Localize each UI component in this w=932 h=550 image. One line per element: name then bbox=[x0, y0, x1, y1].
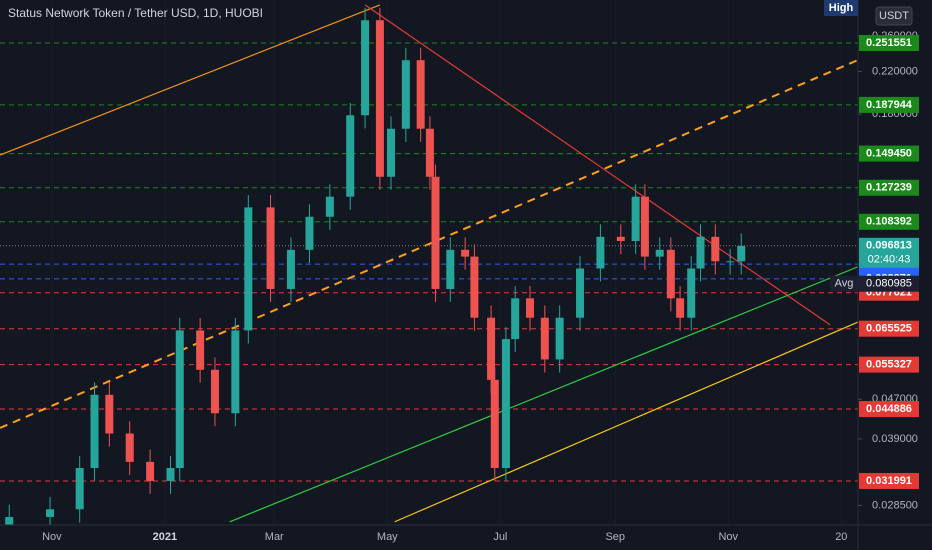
x-tick-label: May bbox=[377, 531, 398, 543]
level-badge bbox=[859, 401, 919, 418]
candle-body bbox=[446, 249, 455, 289]
y-tick-label: 0.039000 bbox=[872, 433, 918, 445]
candle-body bbox=[46, 509, 55, 517]
candle-body bbox=[75, 468, 84, 510]
last-price-label: 0.096813 bbox=[866, 240, 912, 252]
axes: 0.2600000.2200000.1800000.0470000.039000… bbox=[42, 30, 919, 543]
candle-body bbox=[346, 115, 355, 197]
level-badge bbox=[859, 356, 919, 373]
candle-body bbox=[325, 196, 334, 217]
candle-body bbox=[231, 330, 240, 414]
level-label: 0.055327 bbox=[866, 359, 912, 371]
candle-body bbox=[676, 298, 685, 318]
candle-body bbox=[166, 468, 175, 481]
candle-body bbox=[461, 249, 470, 257]
level-label: 0.149450 bbox=[866, 147, 912, 159]
candle-body bbox=[196, 330, 205, 370]
candle-body bbox=[596, 236, 605, 269]
level-label: 0.251551 bbox=[866, 37, 912, 49]
x-tick-label: Sep bbox=[605, 531, 625, 543]
high-badge bbox=[824, 0, 858, 16]
level-label: 0.127239 bbox=[866, 182, 912, 194]
candle-body bbox=[266, 207, 275, 289]
candle-body bbox=[175, 330, 184, 469]
candle-body bbox=[540, 317, 549, 360]
last-price-badge bbox=[859, 237, 919, 268]
chart-title: Status Network Token / Tether USD, 1D, H… bbox=[8, 6, 263, 20]
x-tick-label: 2021 bbox=[153, 531, 177, 543]
countdown: 02:40:43 bbox=[868, 254, 911, 266]
y-tick-label: 0.220000 bbox=[872, 65, 918, 77]
candle-body bbox=[737, 245, 746, 262]
candle-body bbox=[640, 196, 649, 257]
level-badge bbox=[859, 320, 919, 337]
level-badge bbox=[859, 472, 919, 489]
candle-body bbox=[616, 236, 625, 242]
candle-body bbox=[470, 256, 479, 318]
x-tick-label: Nov bbox=[718, 531, 738, 543]
candle-body bbox=[375, 20, 384, 177]
plot-area bbox=[0, 4, 858, 525]
candle-body bbox=[501, 339, 510, 469]
x-tick-label: Jul bbox=[493, 531, 507, 543]
currency-label[interactable]: USDT bbox=[879, 10, 909, 22]
avg-name-badge bbox=[830, 275, 858, 292]
x-tick-label: Mar bbox=[265, 531, 284, 543]
level-badge bbox=[859, 96, 919, 113]
candle-body bbox=[244, 207, 253, 331]
candle-body bbox=[105, 394, 114, 434]
level-label: 0.044886 bbox=[866, 403, 912, 415]
candle-body bbox=[687, 268, 696, 318]
candle-body bbox=[387, 128, 396, 177]
candle-body bbox=[696, 236, 705, 269]
level-label: 0.065525 bbox=[866, 323, 912, 335]
y-tick-label: 0.028500 bbox=[872, 499, 918, 511]
candle-body bbox=[425, 128, 434, 177]
trend-line bbox=[0, 4, 381, 156]
candle-body bbox=[361, 20, 370, 116]
candle-body bbox=[487, 317, 496, 380]
trend-line bbox=[364, 4, 831, 326]
avg-name: Avg bbox=[835, 278, 854, 290]
level-badge bbox=[859, 213, 919, 230]
candle-body bbox=[726, 261, 735, 263]
candle-body bbox=[305, 216, 314, 250]
currency-button[interactable] bbox=[875, 6, 913, 26]
candle-body bbox=[525, 298, 534, 318]
candle-body bbox=[711, 236, 720, 262]
level-badge bbox=[859, 145, 919, 162]
level-badge bbox=[859, 34, 919, 51]
avg-label: 0.080985 bbox=[866, 278, 912, 290]
candle-body bbox=[416, 60, 425, 129]
trend-line bbox=[394, 321, 858, 523]
candle-body bbox=[401, 60, 410, 129]
x-tick-label: Nov bbox=[42, 531, 62, 543]
candle-body bbox=[286, 249, 295, 289]
level-label: 0.187944 bbox=[866, 99, 913, 111]
trend-line bbox=[229, 266, 858, 523]
candle-body bbox=[146, 461, 155, 481]
candle-body bbox=[90, 394, 99, 469]
x-tick-label: 20 bbox=[835, 531, 847, 543]
avg-badge bbox=[859, 275, 919, 292]
candle-body bbox=[490, 379, 499, 469]
level-label: 0.108392 bbox=[866, 216, 912, 228]
candle-body bbox=[631, 196, 640, 242]
candle-body bbox=[210, 369, 219, 414]
candle-body bbox=[576, 268, 585, 318]
candle-body bbox=[655, 249, 664, 257]
candle-body bbox=[125, 433, 134, 462]
candle-body bbox=[666, 249, 675, 299]
level-label: 0.031991 bbox=[866, 475, 912, 487]
candle-body bbox=[431, 176, 440, 289]
trend-line bbox=[0, 59, 858, 429]
candle-body bbox=[511, 298, 520, 340]
level-badge bbox=[859, 179, 919, 196]
candle-body bbox=[5, 516, 14, 525]
candle-body bbox=[555, 317, 564, 360]
high-label: High bbox=[829, 2, 854, 14]
